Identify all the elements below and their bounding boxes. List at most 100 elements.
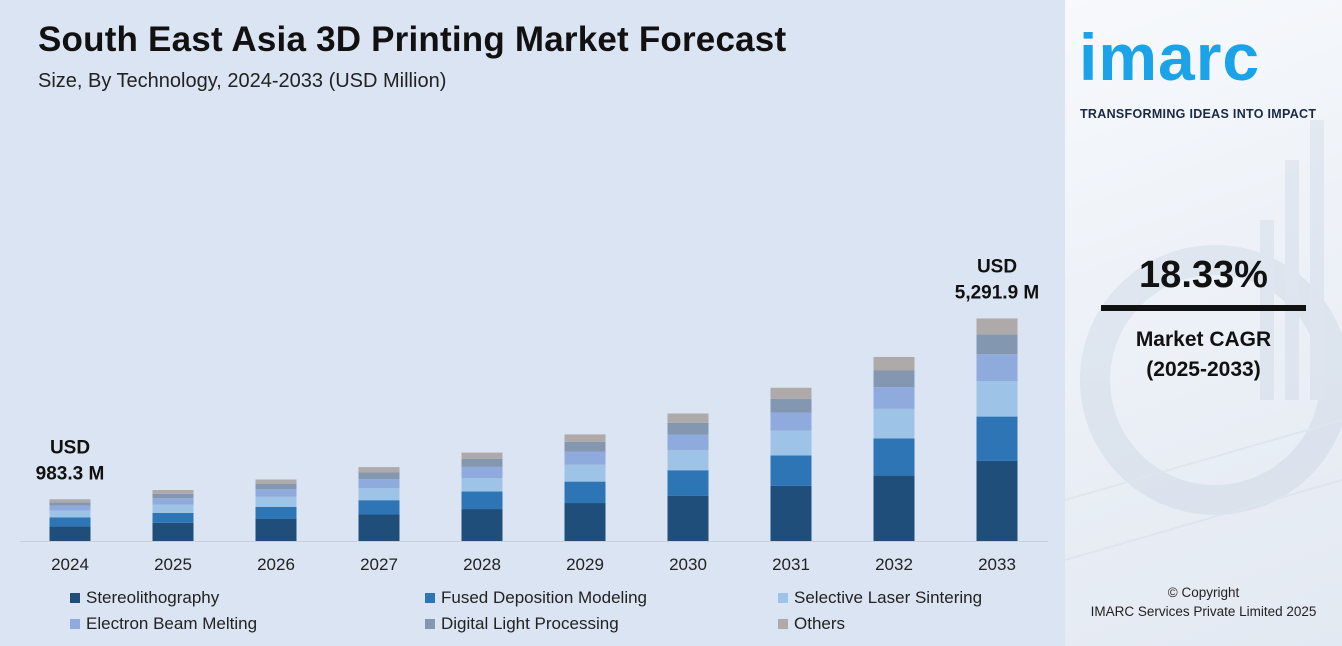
legend-swatch [70,593,80,603]
imarc-logo: imarc [1079,20,1261,94]
bar-segment-2025-1 [152,512,194,523]
bar-segment-2024-1 [49,517,91,527]
bar-segment-2026-0 [255,518,297,541]
bar-segment-2033-1 [976,416,1018,461]
cagr-label-block: Market CAGR (2025-2033) [1065,325,1342,385]
cagr-divider [1101,305,1306,311]
bar-segment-2028-2 [461,478,503,492]
data-label-2024-1: 983.3 M [36,463,105,484]
bar-segment-2028-0 [461,509,503,541]
bar-segment-2029-5 [564,434,606,442]
bar-segment-2025-0 [152,522,194,541]
cagr-label: Market CAGR [1135,328,1272,351]
legend-item: Fused Deposition Modeling [425,588,778,608]
legend-label: Others [794,614,846,633]
bar-segment-2027-2 [358,488,400,501]
bar-segment-2032-4 [873,370,915,388]
bar-segment-2028-5 [461,452,503,459]
logo-tagline: TRANSFORMING IDEAS INTO IMPACT [1080,107,1317,121]
legend-label: Stereolithography [86,588,220,607]
legend-item: Stereolithography [70,588,425,608]
legend-label: Electron Beam Melting [86,614,258,633]
bar-segment-2030-4 [667,422,709,435]
bar-segment-2031-5 [770,387,812,399]
legend-swatch [425,619,435,629]
bar-segment-2030-0 [667,495,709,541]
chart-legend: Stereolithography Fused Deposition Modeli… [70,588,1030,634]
bar-segment-2026-5 [255,479,297,485]
chart-panel: South East Asia 3D Printing Market Forec… [0,0,1065,646]
bar-segment-2029-0 [564,503,606,541]
legend-swatch [425,593,435,603]
bar-segment-2024-3 [49,505,91,511]
bar-segment-2027-5 [358,467,400,473]
bar-segment-2028-4 [461,458,503,467]
legend-item: Others [778,614,1038,634]
bar-segment-2033-0 [976,460,1018,541]
bar-segment-2032-5 [873,356,915,371]
data-label-2033-1: 5,291.9 M [955,282,1040,303]
copyright-line-1: © Copyright [1167,585,1240,600]
bar-segment-2026-3 [255,489,297,497]
bar-segment-2027-4 [358,472,400,480]
copyright-line-2: IMARC Services Private Limited 2025 [1090,604,1317,619]
legend-item: Electron Beam Melting [70,614,425,634]
bar-segment-2024-2 [49,510,91,518]
bar-segment-2033-5 [976,318,1018,335]
cagr-value: 18.33% [1139,254,1268,296]
x-tick-label-2025: 2025 [154,555,192,574]
data-label-2033-0: USD [977,256,1017,277]
bar-segment-2026-4 [255,484,297,490]
x-tick-label-2027: 2027 [360,555,398,574]
data-label-2024-0: USD [50,437,90,458]
bar-segment-2025-3 [152,498,194,505]
legend-item: Digital Light Processing [425,614,778,634]
bar-segment-2025-4 [152,493,194,499]
x-tick-label-2026: 2026 [257,555,295,574]
bar-segment-2032-2 [873,408,915,439]
bar-segment-2026-1 [255,506,297,519]
bar-segment-2029-4 [564,441,606,452]
stacked-bar-chart: 2024 2025 2026 2027 2028 2029 2030 2031 2032 2033… [20,256,1048,574]
bar-segment-2030-5 [667,413,709,423]
legend-label: Selective Laser Sintering [794,588,983,607]
x-tick-label-2030: 2030 [669,555,707,574]
legend-swatch [778,593,788,603]
chart-subtitle: Size, By Technology, 2024-2033 (USD Mill… [38,70,447,92]
bar-segment-2031-3 [770,412,812,431]
bar-segment-2032-1 [873,438,915,476]
bar-segment-2028-3 [461,466,503,479]
bar-segment-2031-4 [770,398,812,413]
legend-label: Fused Deposition Modeling [441,588,648,607]
bar-segment-2030-3 [667,434,709,450]
copyright-block: © Copyright IMARC Services Private Limit… [1065,583,1342,621]
bar-segment-2029-2 [564,464,606,482]
bar-segment-2027-0 [358,514,400,541]
bar-segment-2032-0 [873,475,915,541]
bar-segment-2024-5 [49,499,91,503]
x-tick-label-2031: 2031 [772,555,810,574]
bar-segment-2030-2 [667,449,709,471]
legend-label: Digital Light Processing [441,614,619,633]
legend-swatch [778,619,788,629]
bar-segment-2024-0 [49,526,91,541]
bar-segment-2031-1 [770,455,812,486]
bar-segment-2033-4 [976,334,1018,355]
chart-title: South East Asia 3D Printing Market Forec… [38,20,787,59]
bar-segment-2026-2 [255,496,297,507]
cagr-period: (2025-2033) [1146,358,1261,381]
bar-segment-2025-5 [152,490,194,494]
legend-swatch [70,619,80,629]
legend-item: Selective Laser Sintering [778,588,1038,608]
x-tick-label-2032: 2032 [875,555,913,574]
background-chart-graphic [1065,120,1342,561]
bar-segment-2033-3 [976,354,1018,382]
bar-segment-2031-2 [770,430,812,456]
bar-segment-2031-0 [770,485,812,541]
x-tick-label-2033: 2033 [978,555,1016,574]
bar-segment-2027-1 [358,500,400,515]
x-tick-label-2029: 2029 [566,555,604,574]
side-panel: imarc TRANSFORMING IDEAS INTO IMPACT 18.… [1065,0,1342,646]
bar-segment-2025-2 [152,504,194,513]
bar-segment-2024-4 [49,502,91,506]
